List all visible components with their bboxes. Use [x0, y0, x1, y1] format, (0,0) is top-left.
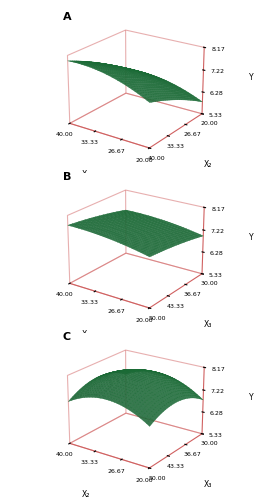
Y-axis label: X₂: X₂	[204, 160, 212, 169]
Text: C: C	[63, 332, 71, 342]
X-axis label: X₂: X₂	[82, 490, 90, 499]
Y-axis label: X₃: X₃	[204, 480, 212, 489]
Text: B: B	[63, 172, 71, 182]
Y-axis label: X₃: X₃	[204, 320, 212, 329]
Text: A: A	[63, 12, 72, 22]
X-axis label: X₁: X₁	[82, 170, 90, 179]
X-axis label: X₁: X₁	[82, 330, 90, 339]
